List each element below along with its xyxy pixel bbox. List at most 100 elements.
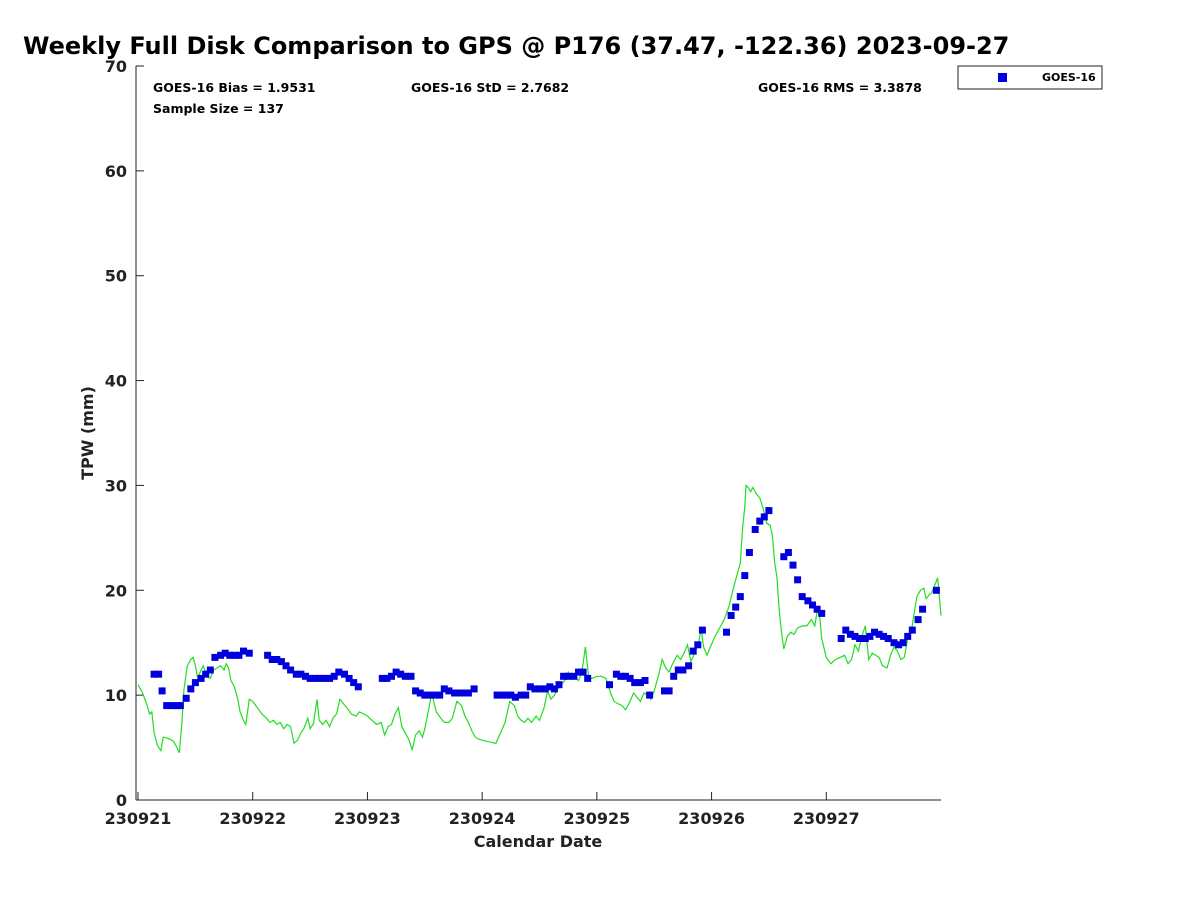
legend-marker [998,73,1007,82]
data-point [932,586,940,594]
data-point [842,626,850,634]
data-point [809,601,816,609]
data-point [899,639,907,647]
data-point [350,679,358,687]
data-point [321,674,329,682]
data-point [861,635,869,642]
data-point [784,549,792,556]
y-tick-label: 10 [105,686,127,705]
data-point [217,651,225,659]
data-point [397,670,405,678]
data-point [541,685,549,693]
data-point [163,702,171,710]
data-point [378,674,386,682]
data-point [226,651,234,659]
data-point [674,666,682,674]
data-point [760,513,768,521]
data-point [698,626,706,634]
data-point [306,674,314,682]
data-point [856,635,864,642]
data-point [723,628,730,636]
data-point [273,656,281,663]
data-point [326,674,334,682]
data-point [789,561,797,569]
x-tick-label: 230921 [105,809,172,828]
data-point [531,685,539,693]
y-tick-label: 70 [105,57,127,76]
x-axis-label: Calendar Date [474,832,603,851]
data-point [240,647,247,655]
data-point [745,549,753,556]
data-point [536,685,543,693]
data-point [555,681,563,689]
data-point [383,674,391,682]
data-point [470,685,478,693]
data-point [622,672,629,680]
sample-size-stat: Sample Size = 137 [153,101,284,116]
data-point [245,649,253,657]
data-point [264,651,272,659]
legend-box [957,65,1103,90]
x-ticks: 230921 230922 230923 230924 230925 230926 2309… [105,792,860,828]
data-point [584,674,592,682]
data-point [464,689,472,697]
data-point [460,689,468,697]
data-point [507,691,515,699]
data-point [732,603,740,611]
y-ticks: 0 10 20 30 40 50 60 70 [105,57,144,810]
data-point [765,507,773,515]
data-point [837,635,845,642]
data-point [570,672,578,680]
std-stat: GOES-16 StD = 2.7682 [411,80,569,95]
data-point [168,702,176,710]
data-point [221,649,229,657]
data-point [158,687,166,695]
data-point [851,632,859,640]
data-point [187,685,195,693]
data-point [502,691,510,699]
data-point [277,658,285,666]
data-point [626,674,634,682]
data-point [330,672,338,680]
data-point [297,670,305,678]
data-point [798,593,806,601]
data-point [425,691,433,699]
x-tick-label: 230924 [449,809,516,828]
y-tick-label: 20 [105,581,127,600]
data-point [871,628,878,636]
data-point [546,683,554,691]
axes [135,66,941,801]
data-point [575,668,582,676]
data-point [345,674,353,682]
data-point [202,670,210,678]
data-point [646,691,654,699]
data-point [407,672,415,680]
data-point [813,605,821,613]
data-point [522,691,530,699]
data-point [436,691,444,699]
data-point [560,672,568,680]
data-point [182,694,190,702]
data-point [517,691,525,699]
data-point [875,630,883,638]
data-point [919,605,927,613]
x-tick-label: 230923 [334,809,401,828]
plot-lines [137,484,942,754]
data-point [206,666,214,674]
x-tick-label: 230922 [219,809,286,828]
data-point [235,651,243,659]
data-point [416,689,424,697]
data-point [641,677,649,684]
x-tick-label: 230926 [678,809,745,828]
data-point [155,670,163,678]
bias-stat: GOES-16 Bias = 1.9531 [153,80,315,95]
data-point [176,702,184,710]
data-point [451,689,459,697]
data-point [197,674,205,682]
data-point [612,670,620,678]
legend: GOES-16 [957,65,1103,90]
data-point [287,666,295,674]
data-point [579,668,587,676]
data-point [794,576,802,584]
x-tick-label: 230927 [793,809,860,828]
